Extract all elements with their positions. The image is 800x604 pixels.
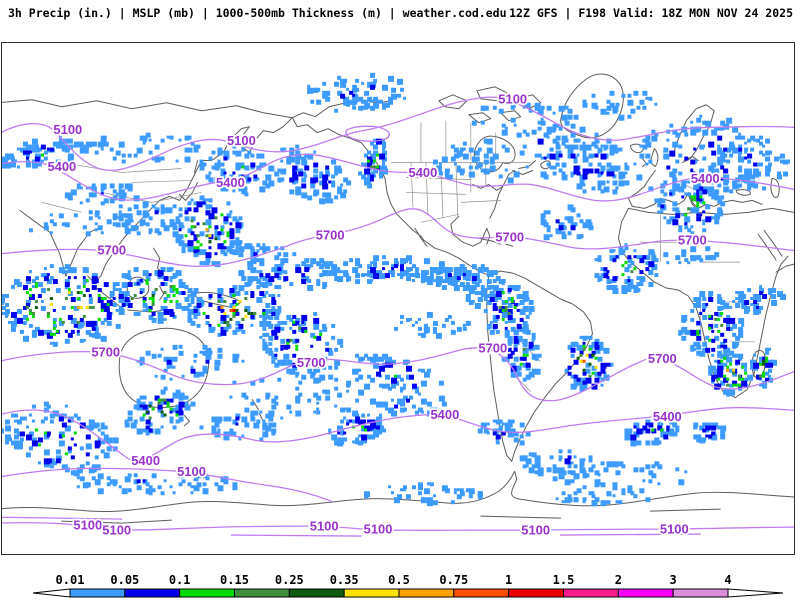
colorbar-tick-label: 1.5 xyxy=(553,573,575,587)
thickness-contour-label: 5700 xyxy=(316,228,345,243)
colorbar-tick-label: 0.5 xyxy=(388,573,410,587)
colorbar-segment xyxy=(672,588,729,598)
colorbar-tick-label: 0.15 xyxy=(220,573,249,587)
colorbar-tick-label: 0.35 xyxy=(330,573,359,587)
colorbar-tick-label: 0.1 xyxy=(169,573,191,587)
thickness-contour-label: 5700 xyxy=(297,355,326,370)
plot-title-left: 3h Precip (in.) | MSLP (mb) | 1000-500mb… xyxy=(8,6,507,20)
thickness-contour-label: 5100 xyxy=(310,519,339,534)
thickness-contour-label: 5700 xyxy=(495,230,524,245)
thickness-contour-label: 5100 xyxy=(521,523,550,538)
thickness-contour-label: 5100 xyxy=(177,464,206,479)
thickness-contour-label: 5100 xyxy=(660,522,689,537)
colorbar-tick-label: 4 xyxy=(724,573,731,587)
thickness-contour-label: 5400 xyxy=(430,407,459,422)
colorbar-segment xyxy=(563,588,619,598)
thickness-contour-label: 5400 xyxy=(47,159,76,174)
thickness-contour-label: 5100 xyxy=(498,91,527,106)
colorbar-segment xyxy=(288,588,345,598)
world-map-panel: 5100 5100 5100 5400 5400 5400 5400 5700 5700 5700… xyxy=(1,42,795,555)
plot-title-bar: 3h Precip (in.) | MSLP (mb) | 1000-500mb… xyxy=(8,6,793,24)
colorbar-right-arrow xyxy=(727,588,784,598)
thickness-contour-label: 5100 xyxy=(364,522,393,537)
colorbar-tick-label: 1 xyxy=(505,573,512,587)
thickness-contour-label: 5700 xyxy=(648,351,677,366)
thickness-contour-label: 5700 xyxy=(91,344,120,359)
colorbar-segment xyxy=(234,588,290,598)
precip-colorbar: 0.01 0.05 0.1 0.15 0.25 0.35 0.5 0.75 1 1.5 2 3 4 xyxy=(32,573,784,598)
colorbar-segment xyxy=(508,588,564,598)
thickness-contour-label: 5400 xyxy=(409,165,438,180)
colorbar-segment xyxy=(453,588,510,598)
colorbar-tick-label: 2 xyxy=(615,573,622,587)
colorbar-segment xyxy=(124,588,181,598)
precip-legend: 0.01 0.05 0.1 0.15 0.25 0.35 0.5 0.75 1 1.5 2 3 4 xyxy=(0,557,800,600)
colorbar-tick-label: 0.01 xyxy=(56,573,85,587)
colorbar-segment xyxy=(398,588,455,598)
thickness-contour-label: 5100 xyxy=(73,518,102,533)
thickness-contour-label: 5400 xyxy=(216,175,245,190)
colorbar-tick-label: 0.75 xyxy=(439,573,468,587)
thickness-contour-label: 5100 xyxy=(102,523,131,538)
colorbar-segment xyxy=(343,588,400,598)
thickness-contours-layer xyxy=(2,96,794,537)
colorbar-tick-label: 0.25 xyxy=(275,573,304,587)
thickness-contour-label: 5400 xyxy=(691,171,720,186)
thickness-contour-label: 5700 xyxy=(97,243,126,258)
plot-title-right: 12Z GFS | F198 Valid: 18Z MON NOV 24 202… xyxy=(509,6,793,20)
colorbar-left-arrow xyxy=(32,588,71,598)
thickness-contour-label: 5700 xyxy=(678,233,707,248)
colorbar-tick-label: 3 xyxy=(670,573,677,587)
thickness-contour-label: 5400 xyxy=(131,453,160,468)
thickness-contour-label: 5100 xyxy=(227,133,256,148)
thickness-contour-label: 5100 xyxy=(53,122,82,137)
precipitation-layer xyxy=(2,72,791,507)
colorbar-segment xyxy=(179,588,236,598)
colorbar-tick-label: 0.05 xyxy=(110,573,139,587)
thickness-contour-label: 5400 xyxy=(653,409,682,424)
colorbar-segment xyxy=(617,588,674,598)
colorbar-segment xyxy=(69,588,126,598)
political-borders-layer xyxy=(41,120,756,392)
thickness-contour-label: 5700 xyxy=(478,340,507,355)
